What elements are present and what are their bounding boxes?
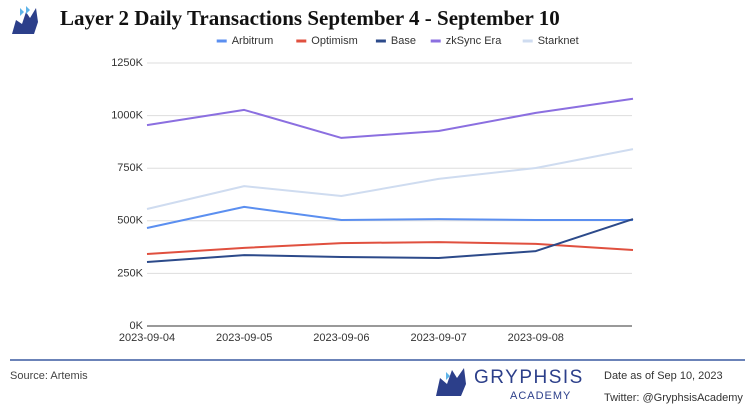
legend-label: Optimism [311,35,357,47]
logo-icon [10,6,40,36]
series-line [146,148,634,210]
y-tick-label: 0K [130,320,144,332]
y-tick-label: 750K [117,162,143,174]
source: Source: Artemis [10,370,88,382]
twitter: Twitter: @GryphsisAcademy [604,392,743,404]
legend-label: zkSync Era [446,35,503,47]
series-line [146,218,634,263]
chart-title: Layer 2 Daily Transactions September 4 -… [60,6,560,30]
x-tick-label: 2023-09-07 [410,332,466,344]
brand-sub: ACADEMY [510,390,571,402]
y-tick-label: 1000K [111,110,143,122]
series-line [146,205,633,229]
x-tick-label: 2023-09-06 [313,332,369,344]
y-tick-label: 500K [117,215,143,227]
legend-label: Arbitrum [232,35,274,47]
legend-label: Starknet [538,35,579,47]
legend-label: Base [391,35,416,47]
x-tick-label: 2023-09-08 [508,332,564,344]
series-line [146,97,634,139]
y-tick-label: 1250K [111,57,143,69]
x-tick-label: 2023-09-05 [216,332,272,344]
brand: GRYPHSIS [474,367,584,388]
date: Date as of Sep 10, 2023 [604,370,723,382]
x-tick-label: 2023-09-04 [119,332,175,344]
footer-logo [436,368,466,396]
y-tick-label: 250K [117,267,143,279]
